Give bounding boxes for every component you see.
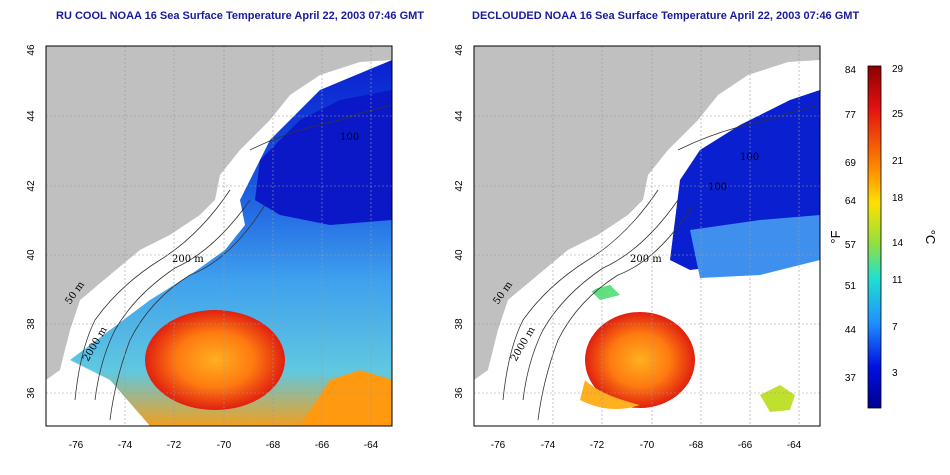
right-contour-50m	[502, 189, 659, 401]
left-frame	[45, 45, 393, 427]
cb-f-tick: 37	[845, 373, 857, 384]
right-xtick: -76	[491, 440, 506, 451]
left-ytick: 38	[26, 318, 37, 330]
colorbar-gradient	[867, 65, 882, 409]
cb-c-tick: 29	[892, 64, 904, 75]
cb-c-tick: 3	[892, 368, 898, 379]
right-label-100a: 100	[740, 152, 759, 163]
right-cool-water	[690, 215, 820, 278]
left-gulf-stream-warm	[300, 370, 392, 426]
left-ytick: 44	[26, 110, 37, 122]
right-xtick: -72	[590, 440, 605, 451]
left-x-ticks: -76 -74 -72 -70 -68 -66 -64	[69, 440, 379, 451]
left-xtick: -64	[364, 440, 379, 451]
left-xtick: -68	[266, 440, 281, 451]
left-contour-2000m	[109, 204, 266, 421]
right-contour-2000m	[537, 204, 694, 421]
right-xtick: -64	[787, 440, 802, 451]
right-ytick: 36	[454, 387, 465, 399]
cb-c-tick: 18	[892, 193, 904, 204]
right-grid	[474, 46, 820, 426]
left-ytick: 42	[26, 180, 37, 192]
left-map-panel: 50 m 200 m 2000 m 100	[45, 45, 393, 427]
right-ytick: 44	[454, 110, 465, 122]
left-contour-200m	[94, 199, 251, 401]
colorbar-celsius-ticks: 29 25 21 18 14 11 7 3	[892, 64, 904, 379]
right-warm-patch	[760, 385, 795, 412]
right-ytick: 46	[454, 44, 465, 56]
colorbar: 84 77 69 64 57 51 44 37 29 25 21 18 14 1…	[828, 64, 938, 409]
left-xtick: -74	[118, 440, 133, 451]
left-contour-100	[249, 104, 392, 151]
left-warm-eddy	[145, 310, 285, 410]
left-ytick: 40	[26, 249, 37, 261]
left-label-200m: 200 m	[172, 254, 204, 265]
left-contour-50m	[74, 189, 231, 401]
cb-unit-fahrenheit: °F	[828, 230, 843, 243]
left-ytick: 36	[26, 387, 37, 399]
left-grid	[46, 46, 392, 426]
cb-c-tick: 11	[892, 275, 903, 286]
cb-c-tick: 14	[892, 238, 904, 249]
right-warm-eddy	[585, 312, 695, 408]
right-label-200m: 200 m	[630, 254, 662, 265]
cb-f-tick: 57	[845, 240, 857, 251]
cb-f-tick: 44	[845, 325, 857, 336]
right-xtick: -68	[689, 440, 704, 451]
cb-unit-celsius: °C	[923, 230, 938, 245]
right-x-ticks: -76 -74 -72 -70 -68 -66 -64	[491, 440, 802, 451]
cb-f-tick: 51	[845, 281, 857, 292]
left-xtick: -70	[217, 440, 232, 451]
right-contour-100	[677, 104, 820, 151]
cb-c-tick: 21	[892, 156, 904, 167]
left-xtick: -66	[315, 440, 330, 451]
right-contour-200m	[522, 199, 679, 401]
right-ytick: 38	[454, 318, 465, 330]
cb-c-tick: 25	[892, 109, 904, 120]
right-frame	[473, 45, 821, 427]
right-xtick: -70	[640, 440, 655, 451]
colorbar-fahrenheit-ticks: 84 77 69 64 57 51 44 37	[845, 65, 857, 384]
cb-f-tick: 84	[845, 65, 857, 76]
right-warm-filament	[580, 380, 640, 409]
left-cold-water-mass	[255, 90, 392, 225]
right-ytick: 40	[454, 249, 465, 261]
left-y-ticks: 36 38 40 42 44 46	[26, 44, 37, 399]
left-xtick: -76	[69, 440, 84, 451]
right-y-ticks: 36 38 40 42 44 46	[454, 44, 465, 399]
left-xtick: -72	[167, 440, 182, 451]
right-map-panel: 50 m 200 m 2000 m 100 100	[473, 45, 821, 427]
right-mid-patch	[590, 285, 620, 300]
right-map-title: DECLOUDED NOAA 16 Sea Surface Temperatur…	[472, 10, 860, 22]
cb-c-tick: 7	[892, 322, 898, 333]
right-ytick: 42	[454, 180, 465, 192]
right-xtick: -66	[738, 440, 753, 451]
cb-f-tick: 77	[845, 110, 857, 121]
right-label-100b: 100	[708, 182, 727, 193]
left-map-title: RU COOL NOAA 16 Sea Surface Temperature …	[56, 10, 425, 22]
left-ytick: 46	[26, 44, 37, 56]
left-land	[46, 46, 392, 380]
cb-f-tick: 64	[845, 196, 857, 207]
cb-f-tick: 69	[845, 158, 857, 169]
right-xtick: -74	[541, 440, 556, 451]
right-land	[474, 46, 820, 380]
left-label-100: 100	[340, 132, 359, 143]
